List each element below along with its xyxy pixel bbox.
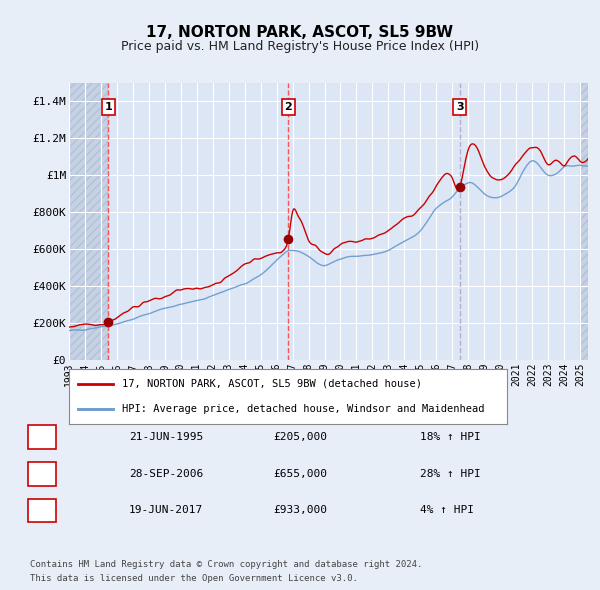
Bar (69, 83, 109, 360)
Text: 3: 3 (456, 102, 464, 112)
Text: 3: 3 (40, 506, 47, 515)
Text: £655,000: £655,000 (273, 469, 327, 478)
Text: 1: 1 (40, 432, 47, 442)
Text: £933,000: £933,000 (273, 506, 327, 515)
Bar (580, 83, 588, 360)
Text: £205,000: £205,000 (273, 432, 327, 442)
Text: 18% ↑ HPI: 18% ↑ HPI (420, 432, 481, 442)
Text: 17, NORTON PARK, ASCOT, SL5 9BW (detached house): 17, NORTON PARK, ASCOT, SL5 9BW (detache… (122, 379, 422, 389)
Text: 19-JUN-2017: 19-JUN-2017 (129, 506, 203, 515)
Text: 2: 2 (284, 102, 292, 112)
Text: This data is licensed under the Open Government Licence v3.0.: This data is licensed under the Open Gov… (30, 574, 358, 583)
Text: Contains HM Land Registry data © Crown copyright and database right 2024.: Contains HM Land Registry data © Crown c… (30, 560, 422, 569)
Text: 28% ↑ HPI: 28% ↑ HPI (420, 469, 481, 478)
Text: HPI: Average price, detached house, Windsor and Maidenhead: HPI: Average price, detached house, Wind… (122, 404, 484, 414)
Text: 2: 2 (40, 469, 47, 478)
Text: 4% ↑ HPI: 4% ↑ HPI (420, 506, 474, 515)
Text: 28-SEP-2006: 28-SEP-2006 (129, 469, 203, 478)
Text: 17, NORTON PARK, ASCOT, SL5 9BW: 17, NORTON PARK, ASCOT, SL5 9BW (146, 25, 454, 40)
Text: 21-JUN-1995: 21-JUN-1995 (129, 432, 203, 442)
Text: 1: 1 (104, 102, 112, 112)
Text: Price paid vs. HM Land Registry's House Price Index (HPI): Price paid vs. HM Land Registry's House … (121, 40, 479, 53)
